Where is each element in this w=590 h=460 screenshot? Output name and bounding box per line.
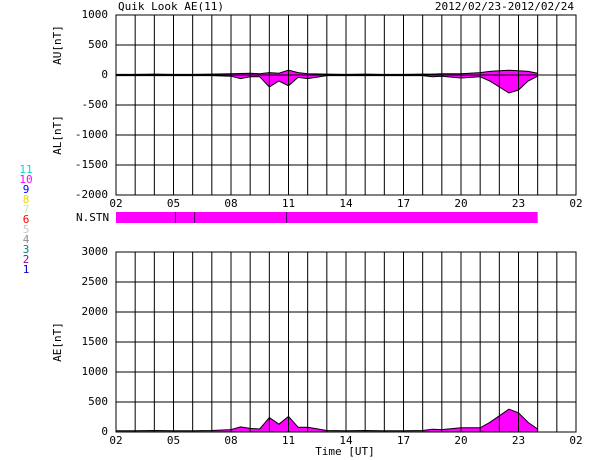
x-tick-label: 14 (339, 434, 353, 447)
y-tick-label: 500 (88, 395, 108, 408)
chart-title: Quik Look AE(11) (118, 0, 224, 13)
x-tick-label: 05 (167, 434, 180, 447)
x-tick-label: 17 (397, 197, 410, 210)
data-line (116, 75, 538, 94)
legend-label: 11 (19, 163, 32, 176)
data-line (116, 69, 538, 75)
y-tick-label: 2000 (82, 305, 109, 318)
y-tick-label: -1000 (75, 128, 108, 141)
y-tick-label: 1000 (82, 365, 109, 378)
area-fill (116, 409, 538, 432)
area-fill (116, 75, 538, 93)
legend-label: 6 (23, 213, 30, 226)
plot-frame (115, 251, 577, 433)
data-line (116, 408, 538, 432)
legend-label: 1 (23, 263, 30, 276)
legend-label: 9 (23, 183, 30, 196)
x-axis-label: Time [UT] (315, 445, 375, 458)
y-tick-label: -1500 (75, 158, 108, 171)
y-axis-label: AE[nT] (51, 322, 64, 362)
x-tick-label: 14 (339, 197, 353, 210)
x-tick-label: 02 (109, 434, 122, 447)
legend-label: 2 (23, 253, 30, 266)
x-tick-label: 11 (282, 434, 295, 447)
x-tick-label: 08 (224, 434, 237, 447)
y-tick-label: 0 (101, 425, 108, 438)
y-tick-label: 2500 (82, 275, 109, 288)
x-tick-label: 23 (512, 197, 525, 210)
legend-label: 8 (23, 193, 30, 206)
x-tick-label: 23 (512, 434, 525, 447)
y-tick-label: 1000 (82, 8, 109, 21)
x-tick-label: 02 (569, 434, 582, 447)
chart-subtitle: 2012/02/23-2012/02/24 (435, 0, 574, 13)
band-label: N.STN (76, 211, 109, 224)
legend-label: 3 (23, 243, 30, 256)
y-tick-label: 3000 (82, 245, 109, 258)
x-tick-label: 20 (454, 434, 467, 447)
x-tick-label: 02 (109, 197, 122, 210)
x-tick-label: 20 (454, 197, 467, 210)
y-tick-label: -2000 (75, 188, 108, 201)
y-tick-label: 500 (88, 38, 108, 51)
y-tick-label: 1500 (82, 335, 109, 348)
y-axis-label: AL[nT] (51, 115, 64, 155)
legend-label: 5 (23, 223, 30, 236)
station-band (116, 212, 538, 223)
y-tick-label: 0 (101, 68, 108, 81)
y-axis-label: AU[nT] (51, 25, 64, 65)
x-tick-label: 11 (282, 197, 295, 210)
x-tick-label: 17 (397, 434, 410, 447)
x-tick-label: 02 (569, 197, 582, 210)
legend-label: 4 (23, 233, 30, 246)
x-tick-label: 08 (224, 197, 237, 210)
legend-label: 10 (19, 173, 32, 186)
legend-label: 7 (23, 203, 30, 216)
x-tick-label: 05 (167, 197, 180, 210)
plot-frame (115, 14, 577, 196)
y-tick-label: -500 (82, 98, 109, 111)
